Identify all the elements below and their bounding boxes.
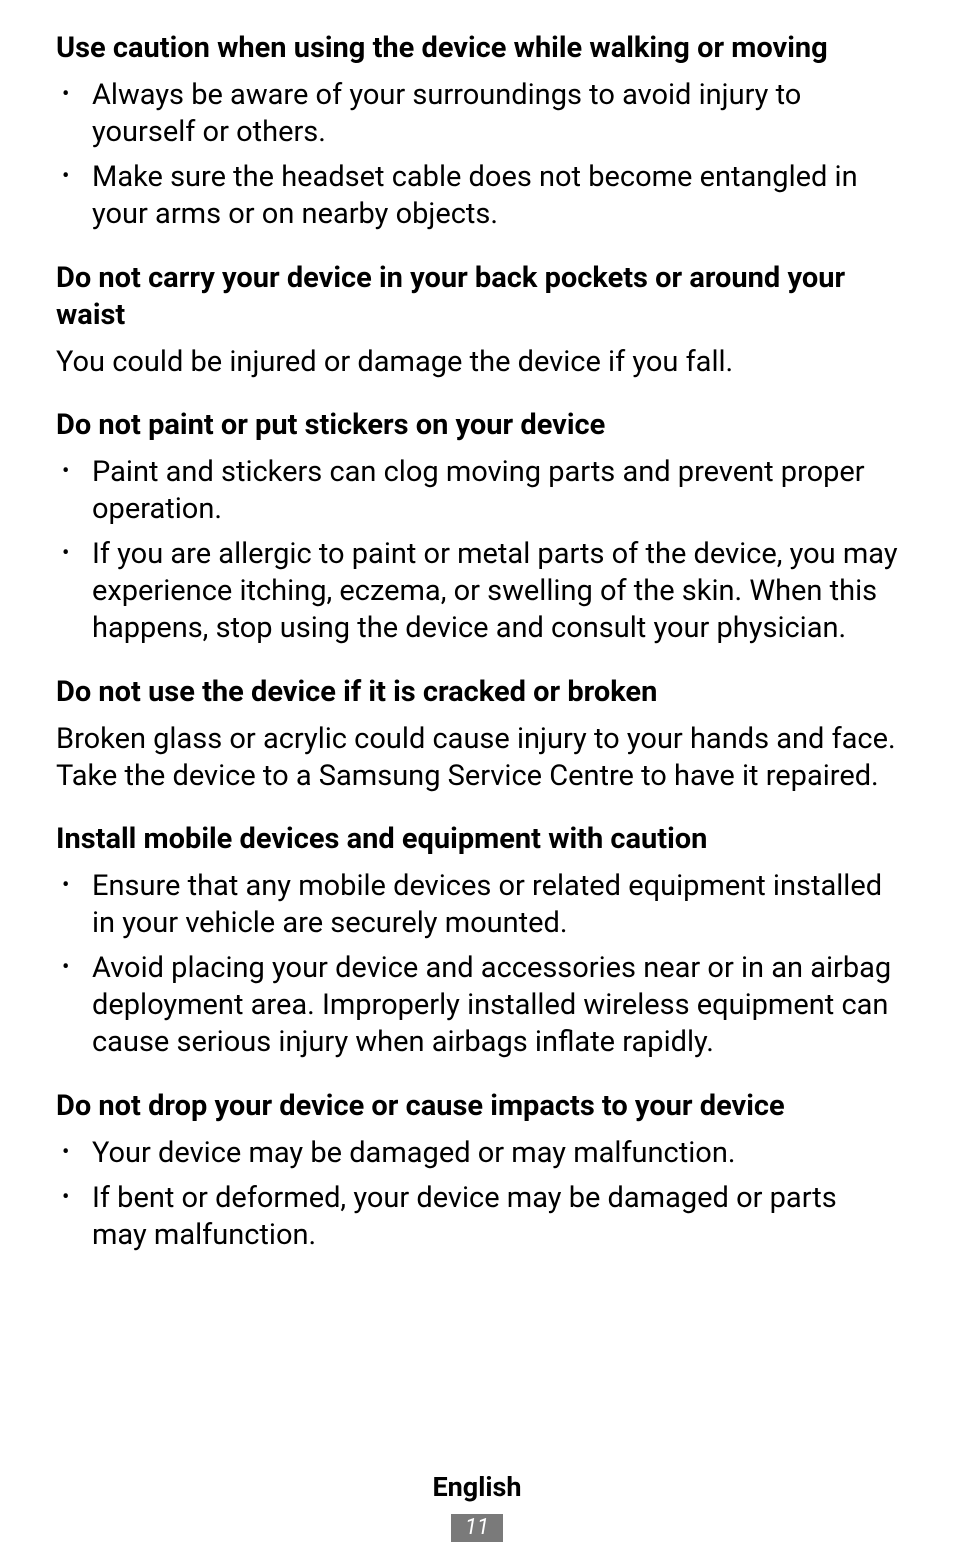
heading-install-caution: Install mobile devices and equipment wit… xyxy=(56,821,898,858)
heading-cracked-broken: Do not use the device if it is cracked o… xyxy=(56,674,898,711)
list-item: Paint and stickers can clog moving parts… xyxy=(56,454,898,528)
bullets-drop-impacts: Your device may be damaged or may malfun… xyxy=(56,1135,898,1254)
bullets-paint-stickers: Paint and stickers can clog moving parts… xyxy=(56,454,898,648)
bullets-install-caution: Ensure that any mobile devices or relate… xyxy=(56,868,898,1062)
list-item: Always be aware of your surroundings to … xyxy=(56,77,898,151)
list-item: Your device may be damaged or may malfun… xyxy=(56,1135,898,1172)
paragraph-cracked-broken: Broken glass or acrylic could cause inju… xyxy=(56,721,898,795)
list-item: Ensure that any mobile devices or relate… xyxy=(56,868,898,942)
paragraph-back-pockets: You could be injured or damage the devic… xyxy=(56,344,898,381)
list-item: Avoid placing your device and accessorie… xyxy=(56,950,898,1061)
heading-drop-impacts: Do not drop your device or cause impacts… xyxy=(56,1088,898,1125)
section-back-pockets: Do not carry your device in your back po… xyxy=(56,260,898,381)
section-walking: Use caution when using the device while … xyxy=(56,30,898,234)
section-drop-impacts: Do not drop your device or cause impacts… xyxy=(56,1088,898,1254)
list-item: If bent or deformed, your device may be … xyxy=(56,1180,898,1254)
list-item: Make sure the headset cable does not bec… xyxy=(56,159,898,233)
footer-page-number: 11 xyxy=(451,1514,503,1542)
section-paint-stickers: Do not paint or put stickers on your dev… xyxy=(56,407,898,648)
heading-walking: Use caution when using the device while … xyxy=(56,30,898,67)
heading-paint-stickers: Do not paint or put stickers on your dev… xyxy=(56,407,898,444)
section-install-caution: Install mobile devices and equipment wit… xyxy=(56,821,898,1062)
page: Use caution when using the device while … xyxy=(0,0,954,1566)
heading-back-pockets: Do not carry your device in your back po… xyxy=(56,260,898,334)
footer-language: English xyxy=(0,1470,954,1505)
section-cracked-broken: Do not use the device if it is cracked o… xyxy=(56,674,898,795)
bullets-walking: Always be aware of your surroundings to … xyxy=(56,77,898,233)
list-item: If you are allergic to paint or metal pa… xyxy=(56,536,898,647)
page-footer: English 11 xyxy=(0,1470,954,1544)
